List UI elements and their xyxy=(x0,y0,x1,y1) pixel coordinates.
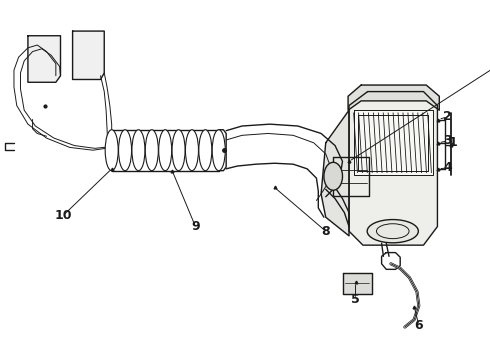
Ellipse shape xyxy=(367,220,418,243)
Text: 6: 6 xyxy=(415,319,423,332)
Ellipse shape xyxy=(185,130,198,171)
Ellipse shape xyxy=(324,162,343,190)
Text: 8: 8 xyxy=(321,225,330,238)
Polygon shape xyxy=(348,85,440,110)
Polygon shape xyxy=(349,91,438,245)
Ellipse shape xyxy=(172,130,185,171)
Text: 7: 7 xyxy=(489,62,490,75)
Polygon shape xyxy=(354,110,433,175)
Polygon shape xyxy=(28,36,60,82)
Text: 10: 10 xyxy=(54,209,72,222)
Ellipse shape xyxy=(132,130,145,171)
Polygon shape xyxy=(343,273,372,293)
Text: 2: 2 xyxy=(443,110,452,123)
Text: 4: 4 xyxy=(443,161,452,174)
Ellipse shape xyxy=(105,130,118,171)
Text: 9: 9 xyxy=(191,220,200,233)
Text: 3: 3 xyxy=(443,134,452,147)
Text: 5: 5 xyxy=(351,293,360,306)
Ellipse shape xyxy=(199,130,212,171)
Ellipse shape xyxy=(212,130,225,171)
Polygon shape xyxy=(73,31,104,80)
Text: 1: 1 xyxy=(449,136,458,149)
Ellipse shape xyxy=(159,130,171,171)
Ellipse shape xyxy=(119,130,132,171)
Ellipse shape xyxy=(146,130,158,171)
Polygon shape xyxy=(333,157,368,196)
Polygon shape xyxy=(321,110,349,236)
